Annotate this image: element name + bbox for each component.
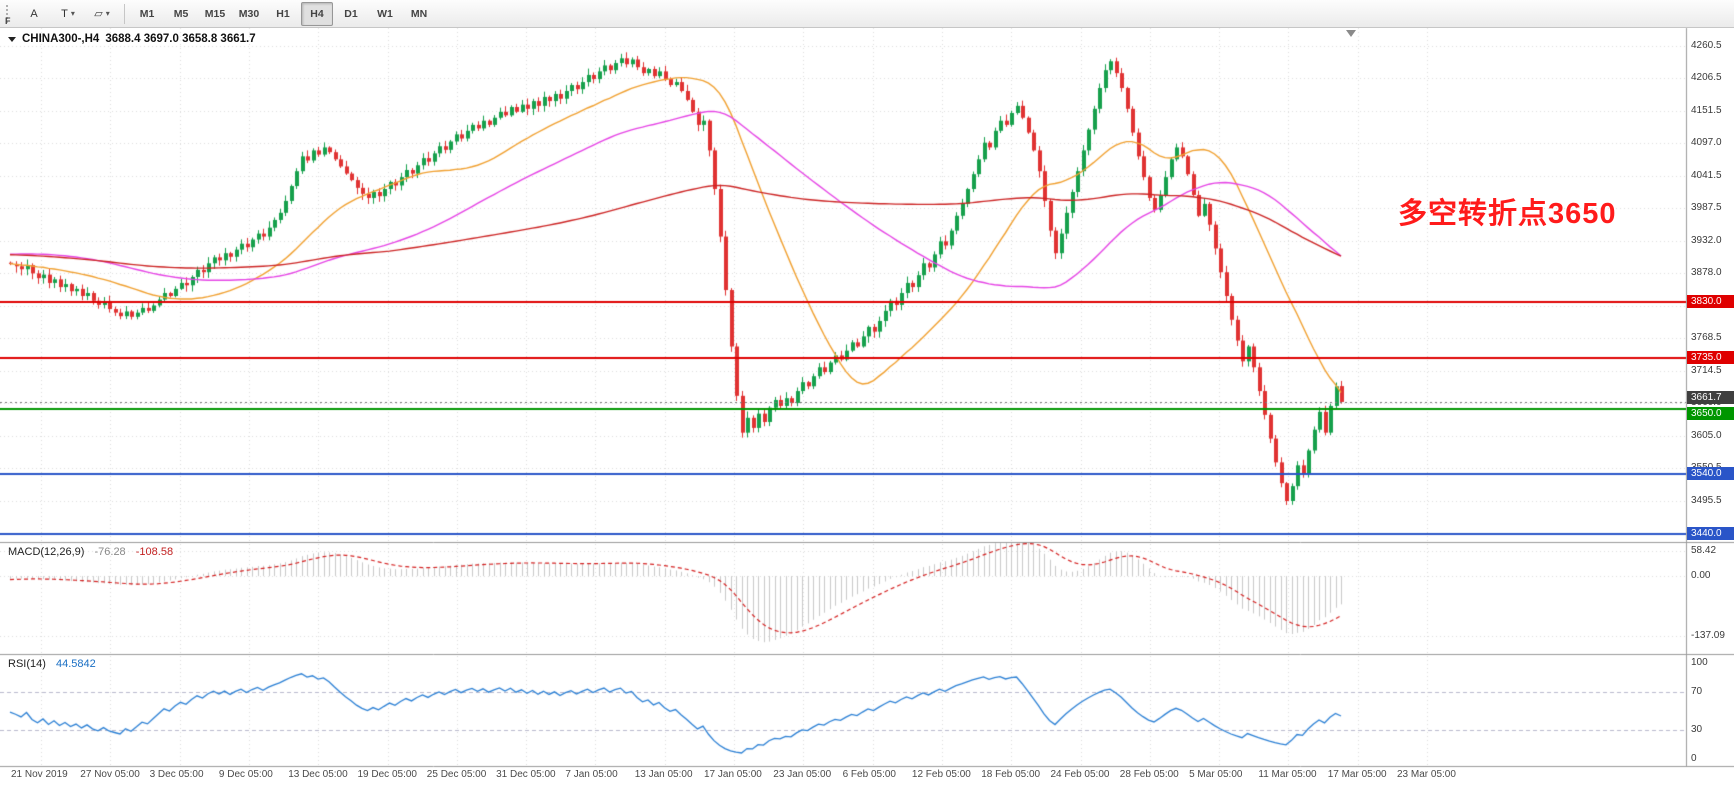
rsi-value: 44.5842 [55,658,96,670]
chart-shift-marker-icon[interactable] [1346,30,1356,37]
macd-panel-label: MACD(12,26,9) -76.28 -108.58 [8,546,180,558]
rsi-axis-label: 30 [1691,724,1703,736]
shapes-tool[interactable]: ▱ ▾ [94,8,110,20]
price-line-badge: 3735.0 [1687,351,1734,365]
rsi-axis-label: 70 [1691,685,1703,697]
timeframe-button-h4[interactable]: H4 [301,1,333,26]
timeframe-button-mn[interactable]: MN [410,7,428,20]
date-label: 9 Dec 05:00 [218,769,273,780]
text-label-tool[interactable]: A [30,7,38,20]
price-axis-label: 3605.0 [1691,429,1722,441]
date-label: 13 Dec 05:00 [288,769,348,780]
date-label: 5 Mar 05:00 [1189,769,1243,780]
date-label: 21 Nov 2019 [11,769,68,780]
date-label: 31 Dec 05:00 [496,769,556,780]
timeframe-button-w1[interactable]: W1 [377,7,393,20]
tool-group: A T ▾ ▱ ▾ [18,2,118,26]
text-tool[interactable]: T ▾ [61,7,75,20]
date-label: 3 Dec 05:00 [149,769,204,780]
date-label: 18 Feb 05:00 [981,769,1041,780]
timeframe-button-h1[interactable]: H1 [276,7,290,20]
timeframe-button-m15[interactable]: M15 [204,7,226,20]
price-axis-label: 4206.5 [1691,72,1722,84]
price-axis-label: 4097.0 [1691,137,1722,149]
date-label: 24 Feb 05:00 [1050,769,1110,780]
date-label: 19 Dec 05:00 [357,769,418,780]
price-line-badge: 3830.0 [1687,294,1734,308]
macd-main-value: -76.28 [94,546,126,558]
date-label: 12 Feb 05:00 [911,769,971,780]
toolbar: A T ▾ ▱ ▾ M1 M5 M15 M30 H1 H4 D1 W1 MN F [0,0,1734,28]
symbol-dropdown-icon[interactable] [8,36,16,42]
price-axis-label: 3768.5 [1691,332,1722,344]
date-label: 17 Mar 05:00 [1327,769,1387,780]
rsi-panel-label: RSI(14) 44.5842 [8,658,103,670]
chevron-down-icon: ▾ [70,9,75,18]
date-label: 17 Jan 05:00 [704,769,762,780]
chart-ohlc-values: 3688.4 3697.0 3658.8 3661.7 [105,33,256,45]
rsi-axis-label: 100 [1691,657,1708,668]
chart-annotation-text: 多空转折点3650 [1398,198,1617,230]
date-label: 28 Feb 05:00 [1119,769,1179,780]
date-label: 13 Jan 05:00 [634,769,693,780]
macd-axis-label: 58.42 [1691,544,1717,556]
price-axis-label: 4260.5 [1691,40,1722,52]
timeframe-group: M1 M5 M15 M30 H1 H4 D1 W1 MN [131,1,435,26]
macd-signal-value: -108.58 [135,546,174,558]
date-label: 23 Mar 05:00 [1397,769,1456,780]
rsi-name: RSI(14) [8,658,46,670]
date-label: 11 Mar 05:00 [1258,769,1317,780]
toolbar-f-label: F [5,16,11,26]
rsi-axis-label: 0 [1691,753,1697,764]
date-label: 25 Dec 05:00 [426,769,487,780]
toolbar-grip[interactable] [6,4,13,23]
current-price-badge: 3661.7 [1687,390,1734,404]
price-axis-label: 3878.0 [1691,267,1722,279]
chart-title: CHINA300-,H4 3688.4 3697.0 3658.8 3661.7 [8,33,256,45]
price-line-badge: 3440.0 [1687,526,1734,540]
price-axis-label: 4041.5 [1691,170,1722,182]
price-axis-label: 3987.5 [1691,202,1722,214]
chart-symbol-period: CHINA300-,H4 [22,33,100,45]
timeframe-button-m1[interactable]: M1 [139,7,155,20]
price-line-badge: 3540.0 [1687,467,1734,481]
timeframe-button-m5[interactable]: M5 [173,7,189,20]
price-axis-label: 3495.5 [1691,494,1722,506]
toolbar-separator [124,3,125,24]
price-axis-label: 3714.5 [1691,364,1722,376]
macd-axis-label: -137.09 [1691,630,1725,642]
macd-axis-label: 0.00 [1691,570,1711,582]
chevron-down-icon: ▾ [105,9,110,18]
macd-name: MACD(12,26,9) [8,546,85,558]
price-axis-label: 3932.0 [1691,235,1722,247]
date-label: 27 Nov 05:00 [80,769,140,780]
timeframe-button-d1[interactable]: D1 [344,7,358,20]
price-line-badge: 3650.0 [1687,406,1734,420]
date-label: 7 Jan 05:00 [565,769,618,780]
date-label: 23 Jan 05:00 [773,769,832,780]
price-axis-label: 4151.5 [1691,104,1722,116]
date-label: 6 Feb 05:00 [842,769,896,780]
timeframe-button-m30[interactable]: M30 [238,7,260,20]
